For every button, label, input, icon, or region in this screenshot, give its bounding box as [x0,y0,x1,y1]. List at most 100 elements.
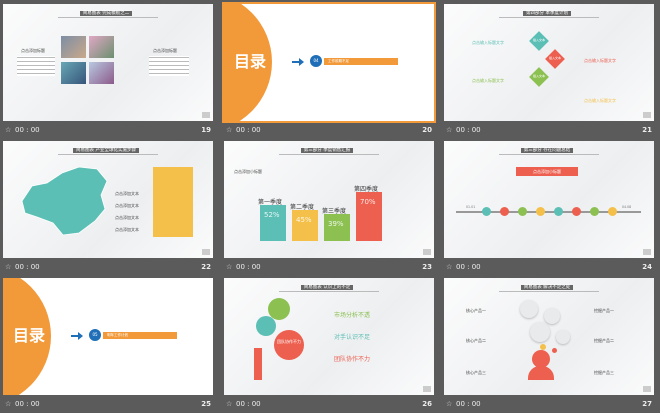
divider [499,291,599,292]
label: 点击输入标题文字 [584,58,616,63]
slide-timing: 00 : 00 [456,126,481,134]
bubble [520,300,538,318]
slide-thumbnail-22[interactable]: 简易图表 产业全球化实施步骤 点击添加文本 点击添加文本 点击添加文本 点击添加… [3,141,213,276]
slide-meta: ☆ 00 : 00 25 [3,397,213,411]
transition-icon: ☆ [5,126,12,134]
bar-category-label: 第一季度 [258,198,283,206]
slide-header: 简易图表 完成模板之二 [3,10,213,16]
toc-title: 目录 [234,52,267,71]
timeline-node [500,207,509,216]
section-badge: 04 [310,55,322,67]
dot [540,344,546,350]
transition-icon: ☆ [5,263,12,271]
transition-icon: ☆ [226,126,233,134]
slide-canvas: 简易图表 认识上的不足 团队协作不力 市场分析不透 对手认识不足 团队协作不力 [224,278,434,395]
slide-meta: ☆ 00 : 00 27 [444,397,654,411]
china-map-icon [21,166,108,236]
label: 点击输入标题文字 [472,40,504,45]
bar-category-label: 第二季度 [290,203,315,211]
slide-thumbnail-21[interactable]: 第四部分 本季度计划 插入文本 插入文本 插入文本 点击输入标题文字 点击输入标… [444,4,654,139]
slide-number: 20 [422,126,432,134]
slide-number: 21 [642,126,652,134]
bubble [530,322,550,342]
person-body-icon [528,366,554,380]
gear-icon [256,316,276,336]
slide-thumbnail-26[interactable]: 简易图表 认识上的不足 团队协作不力 市场分析不透 对手认识不足 团队协作不力 … [224,278,434,413]
bar-value-label: 39% [328,219,344,228]
slide-timing: 00 : 00 [15,126,40,134]
slide-meta: ☆ 00 : 00 26 [224,397,434,411]
slide-canvas: 第三部分 存在问题总结 点击添加小标题 01.01 04.08 [444,141,654,258]
bar-value-label: 70% [360,198,376,206]
page-box [423,249,431,255]
divider [499,17,599,18]
transition-icon: ☆ [446,263,453,271]
slide-header: 简易图表 解决不足之处 [444,284,654,290]
slide-header: 第三部分 存在问题总结 [444,147,654,153]
body-text [17,56,55,76]
slide-header: 第四部分 本季度计划 [444,10,654,16]
point-label: 对手认识不足 [334,334,371,341]
callout-box [153,167,193,237]
timeline-node [590,207,599,216]
transition-icon: ☆ [5,400,12,408]
label: 点击添加文本 [115,203,139,208]
page-box [423,386,431,392]
slide-thumbnail-24[interactable]: 第三部分 存在问题总结 点击添加小标题 01.01 04.08 ☆ 00 : 0… [444,141,654,276]
slide-timing: 00 : 00 [15,400,40,408]
slide-number: 26 [422,400,432,408]
label: 点击添加标题 [21,48,45,53]
slide-canvas: 目录 05 明年工作计划 [3,278,213,395]
bar-category-label: 第四季度 [354,186,379,193]
label: 点击添加文本 [115,215,139,220]
slide-thumbnail-19[interactable]: 简易图表 完成模板之二 点击添加标题 点击添加标题 ☆ 00 : 00 19 [3,4,213,139]
toc-title: 目录 [13,326,46,345]
bubble [544,308,560,324]
slide-thumbnail-27[interactable]: 简易图表 解决不足之处 核心产品一 核心产品二 核心产品三 挖掘产品一 挖掘产品… [444,278,654,413]
slide-thumbnail-23[interactable]: 第三部分 季度销售汇报 点击添加小标题 52% 第一季度 45% 第二季度 39% 第三季… [224,141,434,276]
timeline-date: 04.08 [622,205,632,209]
timeline-node [518,207,527,216]
arrow-icon [292,61,300,63]
gear-label: 团队协作不力 [277,339,301,344]
slide-timing: 00 : 00 [236,126,261,134]
slide-number: 27 [642,400,652,408]
dot [552,348,557,353]
slide-meta: ☆ 00 : 00 23 [224,260,434,274]
timeline-node [572,207,581,216]
slide-thumbnail-20[interactable]: 目录 04 工作前期不足 ☆ 00 : 00 20 [222,2,436,139]
slide-header: 简易图表 产业全球化实施步骤 [3,147,213,153]
slide-meta: ☆ 00 : 00 19 [3,123,213,137]
chart-bar [324,213,350,241]
note-label: 点击添加小标题 [234,169,262,174]
timeline-node [554,207,563,216]
label: 点击添加文本 [115,227,139,232]
slide-timing: 00 : 00 [236,263,261,271]
divider [58,154,158,155]
slide-timing: 00 : 00 [456,263,481,271]
divider [279,291,379,292]
photo [89,62,114,84]
slide-header: 简易图表 认识上的不足 [224,284,434,290]
slide-timing: 00 : 00 [15,263,40,271]
section-badge: 05 [89,329,101,341]
slide-canvas: 简易图表 完成模板之二 点击添加标题 点击添加标题 [3,4,213,121]
slide-number: 23 [422,263,432,271]
page-box [202,249,210,255]
arrow-icon [71,335,79,337]
label: 核心产品三 [466,370,486,375]
slide-canvas: 第四部分 本季度计划 插入文本 插入文本 插入文本 点击输入标题文字 点击输入标… [444,4,654,121]
label: 挖掘产品三 [594,370,614,375]
section-label: 工作前期不足 [324,58,398,65]
label: 核心产品二 [466,338,486,343]
divider [58,17,158,18]
label: 核心产品一 [466,308,486,313]
chart-bar [292,209,318,241]
label: 挖掘产品一 [594,308,614,313]
timeline-node [482,207,491,216]
slide-canvas: 第三部分 季度销售汇报 点击添加小标题 52% 第一季度 45% 第二季度 39% 第三季… [224,141,434,258]
slide-thumbnail-25[interactable]: 目录 05 明年工作计划 ☆ 00 : 00 25 [3,278,213,413]
chart-bar [356,192,382,241]
slide-meta: ☆ 00 : 00 20 [224,123,434,137]
slide-meta: ☆ 00 : 00 21 [444,123,654,137]
